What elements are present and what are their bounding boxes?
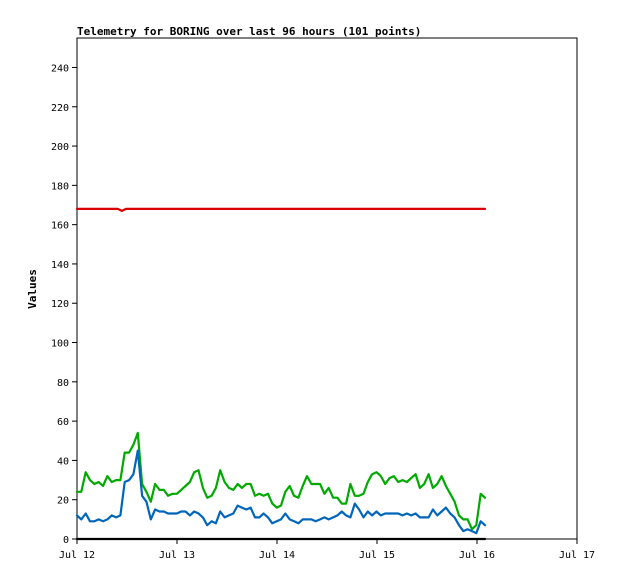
y-tick-label: 80 — [57, 378, 69, 389]
x-tick-label: Jul 13 — [159, 550, 195, 561]
series-line-2 — [75, 431, 487, 531]
y-tick-label: 240 — [51, 63, 69, 74]
y-axis: 0 20 40 60 80 100 120 140 160 180 200 220 240 — [51, 63, 77, 546]
y-tick-label: 100 — [51, 339, 69, 350]
y-tick-label: 0 — [63, 535, 69, 546]
y-tick-label: 120 — [51, 299, 69, 310]
y-tick-label: 20 — [57, 496, 69, 507]
y-tick-label: 180 — [51, 181, 69, 192]
y-tick-label: 200 — [51, 142, 69, 153]
y-tick-label: 220 — [51, 103, 69, 114]
plot-area — [76, 37, 578, 540]
y-tick-label: 140 — [51, 260, 69, 271]
y-tick-label: 40 — [57, 456, 69, 467]
y-tick-label: 60 — [57, 417, 69, 428]
x-tick-label: Jul 17 — [559, 550, 595, 561]
x-tick-label: Jul 14 — [259, 550, 295, 561]
series-line-3 — [75, 449, 487, 535]
x-tick-label: Jul 12 — [59, 550, 95, 561]
series-line-1 — [75, 207, 487, 212]
chart-title: Telemetry for BORING over last 96 hours … — [77, 25, 421, 38]
x-tick-label: Jul 15 — [359, 550, 395, 561]
y-axis-label: Values — [26, 269, 39, 309]
series-layer — [75, 207, 487, 541]
x-tick-label: Jul 16 — [459, 550, 495, 561]
y-tick-label: 160 — [51, 221, 69, 232]
x-axis: Jul 12 Jul 13 Jul 14 Jul 15 Jul 16 Jul 17 — [59, 539, 595, 561]
